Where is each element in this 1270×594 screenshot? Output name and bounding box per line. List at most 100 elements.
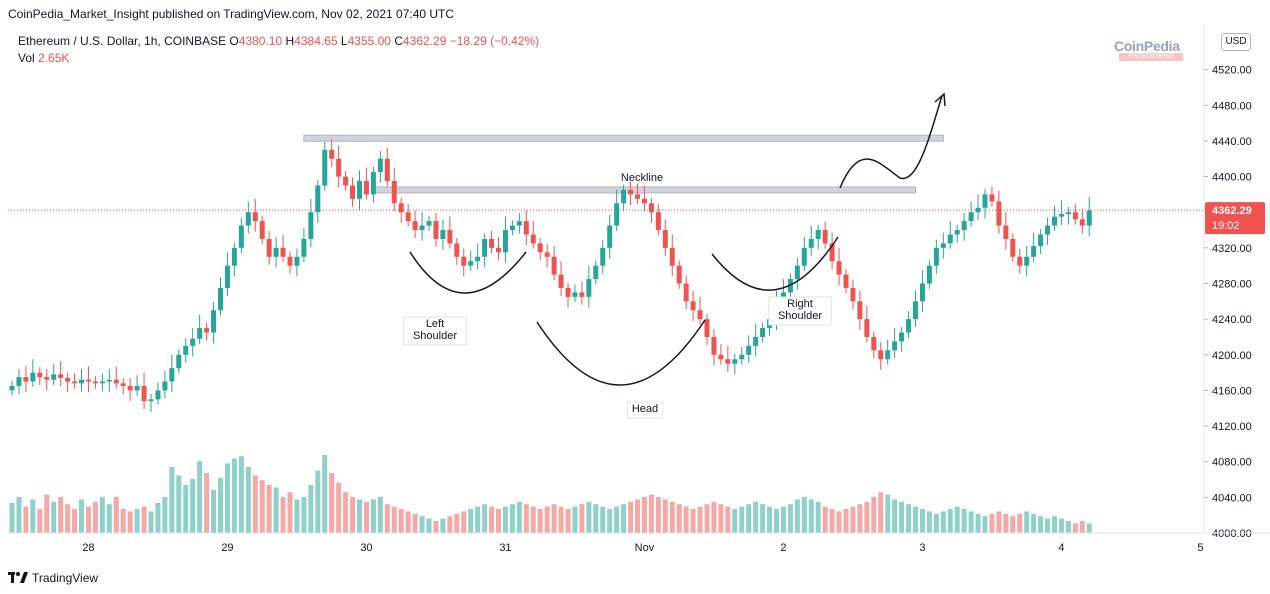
volume-bar [99,497,105,533]
candle-body [398,203,404,213]
volume-bar [906,504,912,533]
volume-bar [551,504,557,533]
volume-bar [231,458,237,533]
candle-body [322,149,328,186]
volume-bar [1010,516,1016,533]
volume-bar [774,509,779,533]
volume-bar [120,509,126,533]
candle-body [648,203,654,213]
candle-body [614,203,620,226]
candle-body [79,379,84,384]
volume-bar [245,467,251,533]
candle-body [155,390,161,400]
resistance-level [303,134,944,142]
candle-body [1045,225,1051,235]
candle-body [662,230,668,248]
volume-bar [183,485,189,533]
candle-body [183,345,189,355]
candle-body [864,319,870,337]
volume-bar [433,521,439,533]
candle-body [468,261,474,266]
volume-bar [44,494,50,533]
candle-body [224,265,230,288]
candle-body [482,238,488,257]
volume-bar [572,506,578,533]
candle-body [621,189,627,204]
tradingview-footer[interactable]: TradingView [8,571,98,585]
candle-body [530,234,536,244]
candle-body [1038,234,1044,247]
volume-bar [801,497,807,533]
volume-bar [676,504,682,533]
projection-arrow [839,95,943,189]
candle-body [1072,212,1078,220]
volume-bar [864,501,870,533]
symbol-name[interactable]: Ethereum / U.S. Dollar, 1h, COINBASE [18,34,227,48]
volume-bar [85,506,91,533]
candle-body [1010,238,1016,257]
candle-body [822,230,828,244]
volume-bar [287,492,293,533]
candle-body [134,385,140,391]
volume-bar [857,504,863,533]
candle-body [1058,213,1064,217]
candle-body [287,256,293,266]
volume-bar [454,513,460,533]
volume-bar [836,511,842,533]
volume-bar [607,509,613,533]
candle-body [315,185,321,213]
volume-bar [447,516,453,533]
volume-bar [190,479,196,533]
candle-body [725,359,731,364]
candle-body [600,247,606,266]
volume-bar [787,504,793,533]
candle-body [350,185,356,199]
candle-body [516,221,522,226]
candle-body [753,336,759,346]
candle-body [683,283,689,302]
volume-bar [336,482,342,533]
volume-bar [871,497,877,533]
volume-bar [9,503,15,533]
time-tick-label: 28 [82,542,94,554]
candle-body [197,328,203,339]
candle-body [308,212,314,239]
volume-label[interactable]: Vol [18,51,35,65]
volume-bar [72,509,78,533]
left-shoulder-label-box [403,316,467,346]
volume-bar [398,509,404,533]
candle-body [1086,210,1092,226]
high-value: 4384.65 [294,34,338,48]
volume-bar [975,513,981,533]
volume-bar [1031,513,1037,533]
candle-body [120,383,126,386]
volume-bar [1038,516,1044,533]
candle-body [746,345,752,355]
volume-bar [704,504,710,533]
candle-body [106,379,112,382]
candle-body [676,265,682,284]
volume-bar [1065,521,1071,533]
volume-bar [357,499,362,533]
candle-body [947,234,953,244]
volume-bar [899,501,905,533]
right-shoulder-curve [711,236,839,291]
candle-body [496,247,501,253]
candle-body [628,189,634,195]
volume-bar [641,497,647,533]
candle-body [732,359,738,364]
candle-body [301,238,307,257]
candle-body [558,274,564,288]
volume-bar [350,497,356,533]
volume-bar [1003,513,1009,533]
price-tick-label: 4120.00 [1212,421,1252,433]
volume-bar [51,501,57,533]
level-lines [8,134,1204,211]
close-value: 4362.29 [403,34,447,48]
currency-button[interactable]: USD [1221,33,1251,51]
head-label-box [626,401,664,419]
candle-body [1024,256,1030,266]
candle-body [850,287,856,302]
candle-body [913,301,918,320]
